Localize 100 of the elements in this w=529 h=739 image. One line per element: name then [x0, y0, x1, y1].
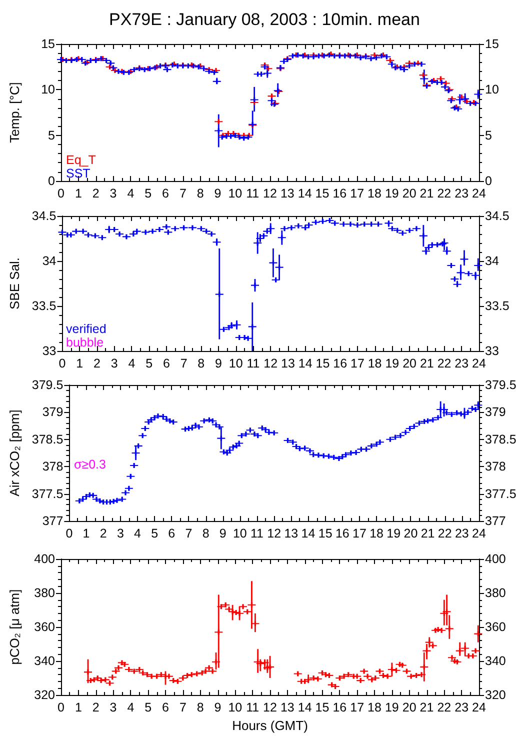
y2-tick-label: 400 [485, 552, 506, 566]
y2-tick-label: 379 [485, 405, 506, 420]
y2-tick-label: 320 [485, 688, 506, 702]
y-tick-label: 380 [34, 586, 56, 600]
x-tick-label: 4 [128, 356, 136, 370]
x-tick-label: 7 [180, 356, 188, 370]
x-tick-label: 22 [437, 356, 452, 370]
y2-tick-label: 0 [485, 174, 492, 188]
y-tick-label: 33.5 [32, 299, 56, 313]
y-tick-label: 34 [42, 254, 56, 268]
y-tick-label: 15 [41, 37, 56, 51]
x-tick-label: 3 [110, 356, 118, 370]
x-tick-label: 10 [232, 526, 247, 540]
y-tick-label: 34.5 [32, 209, 56, 223]
x-tick-label: 8 [196, 186, 204, 200]
x-tick-label: 3 [116, 526, 124, 540]
y2-tick-label: 377 [485, 514, 506, 528]
x-tick-label: 24 [472, 186, 486, 200]
y-tick-label: 377.5 [32, 486, 64, 501]
text: Eq_T [66, 153, 96, 167]
x-tick-label: 14 [298, 186, 312, 200]
x-tick-label: 8 [202, 526, 210, 540]
x-tick-label: 23 [454, 526, 469, 540]
x-tick-label: 11 [246, 186, 260, 200]
x-tick-label: 8 [198, 356, 205, 370]
x-tick-label: 20 [402, 186, 416, 200]
y-tick-label: 320 [34, 688, 56, 702]
x-tick-label: 20 [404, 526, 418, 540]
chart-title: PX79E : January 08, 2003 : 10min. mean [109, 10, 420, 29]
x-tick-label: 17 [352, 526, 366, 540]
x-tick-label: 22 [437, 186, 452, 200]
x-tick-label: 17 [350, 356, 364, 370]
y-axis-title: Air xCO₂ [ppm] [7, 410, 22, 496]
x-tick-label: 15 [315, 700, 330, 714]
x-tick-label: 0 [66, 526, 73, 540]
x-tick-label: 13 [280, 700, 294, 714]
legend-label: bubble [66, 336, 104, 350]
x-tick-label: 5 [151, 526, 158, 540]
x-tick-label: 1 [74, 700, 82, 714]
x-tick-label: 6 [162, 186, 170, 200]
y2-tick-label: 5 [485, 128, 492, 142]
x-tick-label: 23 [454, 356, 469, 370]
x-tick-label: 10 [228, 700, 242, 714]
x-tick-label: 14 [298, 356, 312, 370]
x-tick-label: 12 [264, 356, 278, 370]
x-tick-label: 4 [127, 186, 134, 200]
y2-tick-label: 378 [485, 460, 506, 474]
x-tick-label: 9 [214, 186, 222, 200]
y-tick-label: 379 [42, 405, 64, 420]
x-tick-label: 18 [368, 700, 382, 714]
x-tick-label: 6 [168, 526, 176, 540]
y-axis-title: SBE Sal. [7, 257, 22, 310]
x-tick-label: 24 [472, 526, 486, 540]
x-tick-label: 24 [472, 700, 486, 714]
x-tick-label: 11 [246, 356, 260, 370]
y-tick-label: 340 [34, 654, 56, 668]
x-tick-label: 21 [420, 186, 434, 200]
y2-tick-label: 380 [485, 586, 506, 600]
x-tick-label: 13 [284, 526, 298, 540]
x-tick-label: 1 [76, 356, 84, 370]
x-axis-title: Hours (GMT) [232, 718, 308, 733]
y-tick-label: 378.5 [32, 432, 64, 446]
y2-tick-label: 377.5 [485, 486, 516, 501]
y-axis-title: pCO₂ [μ atm] [7, 589, 22, 665]
x-tick-label: 23 [454, 700, 469, 714]
y-tick-label: 33 [42, 344, 56, 358]
x-tick-label: 20 [402, 700, 416, 714]
x-tick-label: 19 [386, 526, 401, 540]
x-tick-label: 14 [301, 526, 316, 540]
x-tick-label: 9 [214, 700, 222, 714]
x-tick-label: 14 [298, 700, 312, 714]
x-tick-label: 9 [219, 526, 226, 540]
x-tick-label: 22 [437, 700, 452, 714]
x-tick-label: 12 [263, 186, 277, 200]
x-tick-label: 3 [110, 186, 117, 200]
x-tick-label: 2 [92, 186, 100, 200]
x-tick-label: 16 [335, 526, 350, 540]
y-tick-label: 379.5 [32, 378, 64, 392]
x-tick-label: 21 [420, 356, 434, 370]
y2-tick-label: 10 [485, 82, 499, 97]
annotation: σ≥0.3 [74, 458, 106, 472]
x-tick-label: 13 [281, 356, 295, 370]
x-tick-label: 1 [74, 186, 82, 200]
x-tick-label: 18 [368, 186, 382, 200]
y2-tick-label: 378.5 [485, 432, 516, 446]
x-tick-label: 7 [185, 526, 192, 540]
x-tick-label: 20 [402, 356, 417, 370]
x-tick-label: 12 [263, 700, 277, 714]
y-tick-label: 10 [41, 82, 56, 97]
y-tick-label: 377 [42, 514, 64, 528]
x-tick-label: 18 [368, 356, 382, 370]
x-tick-label: 16 [332, 186, 347, 200]
x-tick-label: 19 [385, 356, 400, 370]
x-tick-label: 9 [215, 356, 222, 370]
x-tick-label: 5 [146, 356, 153, 370]
text: verified [66, 322, 106, 336]
x-tick-label: 10 [228, 186, 242, 200]
y2-tick-label: 340 [485, 654, 506, 668]
x-tick-label: 21 [420, 700, 434, 714]
x-tick-label: 3 [110, 700, 117, 714]
